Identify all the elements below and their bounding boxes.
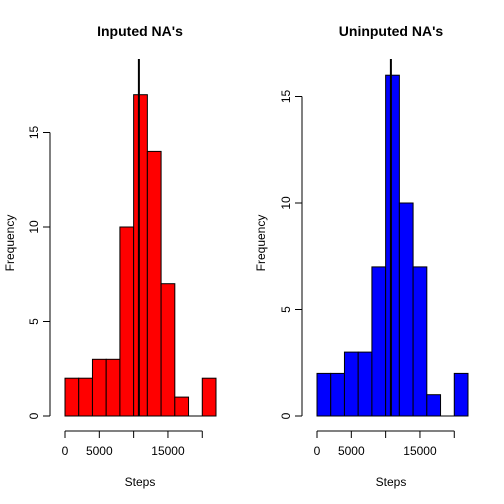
x-tick-label: 5000 <box>338 444 365 458</box>
histogram-bar <box>91 358 107 417</box>
y-tick-label: 15 <box>279 90 293 104</box>
histogram-bar <box>78 377 93 417</box>
x-tick-label: 5000 <box>86 444 113 458</box>
histogram-bar <box>146 150 162 417</box>
histogram-bar <box>201 377 217 417</box>
histogram-bar <box>371 266 387 417</box>
histogram-bar <box>398 202 414 417</box>
chart-title: Uninputed NA's <box>339 23 444 39</box>
y-axis-label: Frequency <box>3 215 17 272</box>
histogram-bar <box>330 372 345 417</box>
histogram-bar <box>64 377 80 417</box>
panel-inputed: Inputed NA's Steps Frequency 0 5000 150000… <box>3 23 217 489</box>
bars-group <box>316 59 469 417</box>
y-tick-label: 5 <box>27 318 41 325</box>
histogram-bar <box>316 372 332 417</box>
axes-group: 0 5000 15000 0 5 10 15 <box>279 90 455 458</box>
histogram-bar <box>119 226 135 417</box>
y-tick-label: 10 <box>27 220 41 234</box>
chart-title: Inputed NA's <box>97 23 183 39</box>
x-axis-label: Steps <box>125 475 156 489</box>
y-tick-label: 10 <box>279 196 293 210</box>
x-axis-label: Steps <box>376 475 407 489</box>
x-tick-label: 15000 <box>151 444 185 458</box>
histogram-bar <box>357 351 373 417</box>
histogram-bar <box>105 358 121 417</box>
histogram-bar <box>426 394 442 417</box>
x-tick-label: 0 <box>62 444 69 458</box>
histogram-bar <box>412 266 428 417</box>
histogram-bar <box>160 283 176 417</box>
axes-group: 0 5000 15000 0 5 10 15 <box>27 126 203 458</box>
histogram-bar <box>453 372 469 417</box>
bars-group <box>64 59 217 417</box>
y-tick-label: 15 <box>27 126 41 140</box>
x-tick-label: 15000 <box>403 444 437 458</box>
y-tick-label: 0 <box>279 412 293 419</box>
histogram-bar <box>343 351 359 417</box>
y-axis-label: Frequency <box>254 215 268 272</box>
panel-uninputed: Uninputed NA's Steps Frequency 0 5000 1500… <box>254 23 469 489</box>
histogram-bar <box>385 74 400 417</box>
y-tick-label: 0 <box>27 412 41 419</box>
y-tick-label: 5 <box>279 306 293 313</box>
x-tick-label: 0 <box>314 444 321 458</box>
histogram-bar <box>133 94 148 417</box>
histogram-bar <box>174 396 190 417</box>
